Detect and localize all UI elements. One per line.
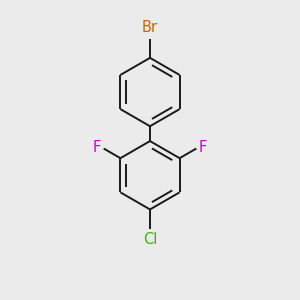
Text: Br: Br [142,20,158,35]
Text: Cl: Cl [143,232,157,247]
Text: F: F [199,140,207,154]
Text: F: F [93,140,101,154]
